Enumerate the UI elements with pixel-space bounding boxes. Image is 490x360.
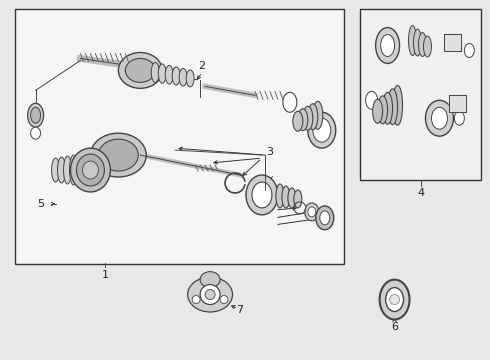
Ellipse shape (91, 133, 147, 177)
Ellipse shape (27, 103, 44, 127)
Ellipse shape (425, 100, 453, 136)
Text: 2: 2 (198, 62, 206, 71)
Text: 7: 7 (237, 306, 244, 315)
Text: 5: 5 (37, 199, 44, 209)
Ellipse shape (246, 175, 278, 215)
Ellipse shape (252, 182, 272, 208)
Ellipse shape (376, 28, 399, 63)
Ellipse shape (298, 109, 308, 131)
Ellipse shape (125, 58, 155, 82)
Text: 4: 4 (418, 188, 425, 198)
Circle shape (205, 289, 215, 300)
Ellipse shape (380, 280, 410, 319)
Ellipse shape (372, 99, 383, 123)
Ellipse shape (186, 70, 194, 87)
Ellipse shape (98, 139, 138, 171)
Ellipse shape (316, 206, 334, 230)
Ellipse shape (432, 107, 447, 129)
Ellipse shape (76, 154, 104, 186)
Ellipse shape (293, 111, 303, 131)
Ellipse shape (276, 184, 284, 208)
Circle shape (390, 294, 399, 305)
Ellipse shape (51, 158, 59, 182)
Ellipse shape (454, 111, 465, 125)
Ellipse shape (283, 92, 297, 112)
Ellipse shape (465, 44, 474, 58)
Bar (15, 9, 343, 264)
Ellipse shape (409, 26, 416, 55)
Ellipse shape (179, 68, 187, 86)
Ellipse shape (383, 92, 392, 124)
Ellipse shape (308, 207, 316, 217)
Ellipse shape (82, 161, 98, 179)
Ellipse shape (288, 188, 296, 208)
Circle shape (192, 296, 200, 303)
Ellipse shape (386, 288, 404, 311)
Ellipse shape (151, 62, 159, 82)
Text: 1: 1 (102, 270, 109, 280)
Polygon shape (449, 95, 466, 112)
Ellipse shape (188, 277, 233, 312)
Ellipse shape (57, 157, 66, 183)
Ellipse shape (392, 85, 403, 125)
Text: 3: 3 (267, 147, 273, 157)
Ellipse shape (366, 91, 378, 109)
Ellipse shape (308, 112, 336, 148)
Ellipse shape (414, 29, 421, 56)
Ellipse shape (378, 96, 388, 124)
Ellipse shape (172, 67, 180, 85)
Ellipse shape (308, 104, 318, 130)
Ellipse shape (388, 89, 397, 125)
Ellipse shape (200, 272, 220, 288)
Ellipse shape (158, 64, 166, 83)
Ellipse shape (320, 211, 330, 225)
Ellipse shape (71, 148, 110, 192)
Ellipse shape (303, 106, 313, 130)
Text: 6: 6 (391, 323, 398, 332)
Ellipse shape (75, 154, 83, 186)
Ellipse shape (294, 190, 302, 208)
Ellipse shape (165, 66, 173, 84)
Ellipse shape (418, 32, 426, 57)
Bar (360, 9, 481, 180)
Ellipse shape (64, 156, 72, 184)
Polygon shape (444, 33, 462, 50)
Circle shape (200, 285, 220, 305)
Ellipse shape (119, 53, 162, 88)
Ellipse shape (313, 101, 323, 129)
Ellipse shape (305, 203, 319, 221)
Ellipse shape (30, 127, 41, 139)
Ellipse shape (282, 186, 290, 208)
Ellipse shape (381, 35, 394, 57)
Ellipse shape (423, 36, 432, 57)
Ellipse shape (313, 118, 331, 142)
Circle shape (220, 296, 228, 303)
Ellipse shape (30, 107, 41, 123)
Ellipse shape (70, 155, 77, 185)
